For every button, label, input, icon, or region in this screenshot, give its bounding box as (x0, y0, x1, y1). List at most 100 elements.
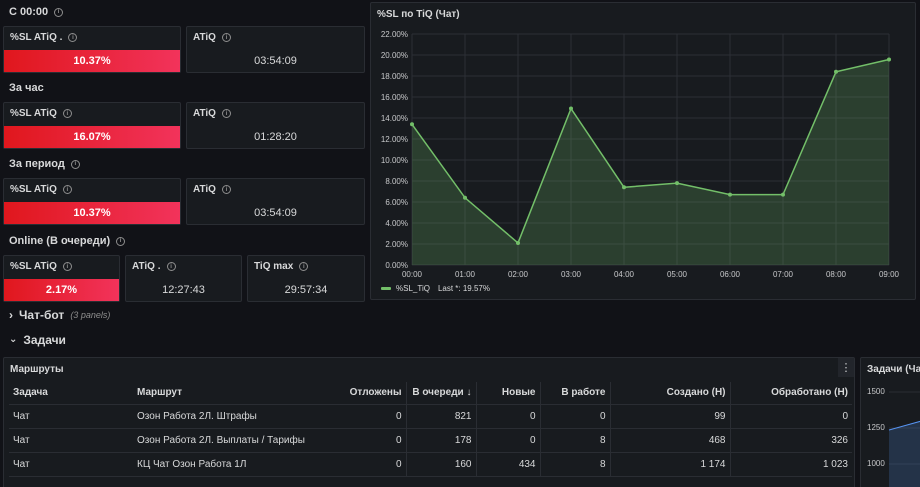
data-point (675, 181, 679, 186)
stat-value: 10.37% (4, 50, 180, 72)
y-tick-label: 6.00% (385, 198, 408, 207)
data-point (516, 240, 520, 245)
data-point (463, 195, 467, 200)
routes-table: Задача Маршрут Отложены В очереди ↓ Новы… (9, 382, 852, 477)
x-tick-label: 06:00 (720, 270, 741, 279)
y-tick-label: 20.00% (381, 51, 408, 60)
info-icon[interactable]: i (62, 185, 72, 194)
legend-swatch (381, 287, 391, 290)
stat-value: 03:54:09 (254, 55, 297, 67)
x-tick-label: 04:00 (614, 270, 635, 279)
panel-menu-icon[interactable]: ⋮ (838, 358, 854, 377)
chart-title: %SL по TiQ (Чат) (377, 9, 460, 20)
tasks-chat-title: Задачи (Чат) (867, 364, 920, 375)
stat-panel-tiq-max[interactable]: TiQ max i 29:57:34 (247, 255, 365, 302)
y-tick-label: 10.00% (381, 156, 408, 165)
info-icon[interactable]: i (54, 7, 64, 17)
table-row[interactable]: Чат КЦ Чат Озон Работа 1Л 0 160 434 8 1 … (9, 452, 852, 477)
row-title-c0000: С 00:00 i (9, 6, 64, 18)
stat-value: 10.37% (4, 202, 180, 224)
info-icon[interactable]: i (62, 109, 72, 118)
info-icon[interactable]: i (70, 159, 80, 169)
stat-value: 12:27:43 (162, 284, 205, 296)
section-tasks[interactable]: ⌄ Задачи (9, 333, 66, 347)
y-tick-label: 2.00% (385, 240, 408, 249)
row-title-online: Online (В очереди) i (9, 235, 126, 247)
y-tick-label: 12.00% (381, 135, 408, 144)
y-tick-label: 1000 (867, 459, 885, 468)
x-tick-label: 09:00 (879, 270, 900, 279)
section-chatbot[interactable]: › Чат-бот (3 panels) (9, 308, 111, 322)
data-point (781, 192, 785, 197)
sort-down-icon: ↓ (466, 387, 472, 399)
col-header-route[interactable]: Маршрут (133, 382, 324, 405)
info-icon[interactable]: i (221, 33, 231, 42)
x-tick-label: 01:00 (455, 270, 476, 279)
chart-legend[interactable]: %SL_TiQ Last *: 19.57% (381, 284, 490, 293)
y-tick-label: 22.00% (381, 30, 408, 39)
col-header-processed[interactable]: Обработано (Н) (730, 382, 852, 405)
table-row[interactable]: Чат Озон Работа 2Л. Выплаты / Тарифы 0 1… (9, 428, 852, 453)
stat-panel-sl-atiq-today[interactable]: %SL ATiQ .i 10.37% (3, 26, 181, 73)
col-header-in-queue[interactable]: В очереди ↓ (406, 382, 477, 405)
table-row[interactable]: Чат Озон Работа 2Л. Штрафы 0 821 0 0 99 … (9, 404, 852, 429)
series-line (411, 58, 890, 245)
series-area (889, 421, 920, 487)
tasks-chat-mini-chart (888, 391, 920, 487)
col-header-task[interactable]: Задача (9, 382, 133, 405)
info-icon[interactable]: i (221, 109, 231, 118)
series-area (412, 59, 889, 265)
stat-value: 16.07% (4, 126, 180, 148)
x-tick-label: 07:00 (773, 270, 794, 279)
table-header-row: Задача Маршрут Отложены В очереди ↓ Новы… (9, 382, 852, 405)
info-icon[interactable]: i (166, 262, 176, 271)
col-header-in-work[interactable]: В работе (540, 382, 611, 405)
stat-value: 03:54:09 (254, 207, 297, 219)
tasks-chat-panel[interactable]: Задачи (Чат) 1500 1250 1000 (860, 357, 920, 487)
x-tick-label: 02:00 (508, 270, 529, 279)
data-point (622, 185, 626, 190)
stat-panel-sl-atiq-online[interactable]: %SL ATiQ i 2.17% (3, 255, 120, 302)
data-point (887, 57, 891, 62)
stat-panel-atiq-today[interactable]: ATiQ i 03:54:09 (186, 26, 365, 73)
info-icon[interactable]: i (68, 33, 78, 42)
chevron-down-icon: ⌄ (9, 334, 18, 345)
x-tick-label: 08:00 (826, 270, 847, 279)
stat-panel-atiq-online[interactable]: ATiQ .i 12:27:43 (125, 255, 242, 302)
y-tick-label: 1500 (867, 387, 885, 396)
sl-tiq-chart: 0.00% 2.00% 4.00% 6.00% 8.00% 10.00% 12.00% 14.… (381, 30, 900, 279)
col-header-new[interactable]: Новые (476, 382, 541, 405)
data-point (410, 122, 414, 127)
y-tick-label: 14.00% (381, 114, 408, 123)
sl-tiq-chart-panel[interactable]: %SL по TiQ (Чат) 0.00% 2.00% 4.00% 6.00% 8.0… (370, 2, 916, 300)
stat-panel-sl-atiq-hour[interactable]: %SL ATiQ i 16.07% (3, 102, 181, 149)
stat-panel-atiq-period[interactable]: ATiQ i 03:54:09 (186, 178, 365, 225)
x-tick-label: 00:00 (402, 270, 423, 279)
info-icon[interactable]: i (299, 262, 309, 271)
chevron-right-icon: › (9, 308, 13, 322)
stat-panel-atiq-hour[interactable]: ATiQ i 01:28:20 (186, 102, 365, 149)
stat-panel-sl-atiq-period[interactable]: %SL ATiQ i 10.37% (3, 178, 181, 225)
data-point (569, 106, 573, 111)
x-tick-label: 03:00 (561, 270, 582, 279)
y-tick-label: 1250 (867, 423, 885, 432)
series-line (888, 420, 920, 431)
y-tick-label: 0.00% (385, 261, 408, 270)
row-title-period: За период i (9, 158, 80, 170)
routes-title: Маршруты (10, 364, 64, 375)
row-title-hour: За час (9, 82, 44, 94)
data-point (728, 192, 732, 197)
col-header-postponed[interactable]: Отложены (324, 382, 407, 405)
stat-value: 29:57:34 (284, 284, 328, 296)
x-tick-label: 05:00 (667, 270, 688, 279)
col-header-created[interactable]: Создано (Н) (610, 382, 731, 405)
data-point (834, 69, 838, 74)
info-icon[interactable]: i (62, 262, 72, 271)
info-icon[interactable]: i (116, 236, 126, 246)
y-tick-label: 4.00% (385, 219, 408, 228)
routes-panel[interactable]: Маршруты ⋮ Задача Маршрут Отложены В оче… (3, 357, 855, 487)
stat-value: 01:28:20 (254, 131, 297, 143)
info-icon[interactable]: i (221, 185, 231, 194)
y-tick-label: 16.00% (381, 93, 408, 102)
y-tick-label: 18.00% (381, 72, 408, 81)
